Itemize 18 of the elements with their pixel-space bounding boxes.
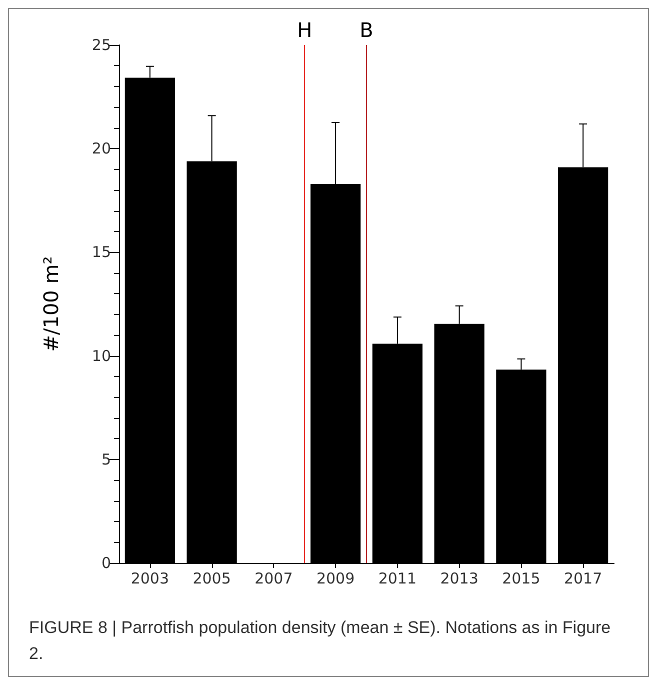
- x-tick-label: 2003: [130, 570, 170, 588]
- x-tick-label: 2005: [192, 570, 231, 588]
- x-tick-label: 2017: [564, 570, 602, 588]
- y-tick-label: 5: [101, 450, 111, 468]
- y-tick-label: 10: [92, 346, 111, 365]
- ref-line-label: H: [297, 18, 312, 42]
- x-tick-label: 2009: [316, 570, 355, 588]
- y-axis-title: #/100 m²: [39, 256, 63, 352]
- y-tick-label: 0: [101, 554, 111, 572]
- caption: FIGURE 8 | Parrotfish population density (mean ± SE). Notations as in Figure 2.: [28, 617, 612, 664]
- x-tick-label: 2011: [378, 570, 417, 588]
- y-tick-label: 15: [92, 243, 111, 262]
- y-tick-label: 25: [92, 36, 111, 54]
- x-tick-label: 2013: [440, 570, 478, 588]
- x-tick-label: 2015: [502, 570, 540, 588]
- x-tick-label: 2007: [254, 570, 293, 588]
- ref-line-label: B: [360, 18, 374, 42]
- y-tick-label: 20: [92, 140, 111, 158]
